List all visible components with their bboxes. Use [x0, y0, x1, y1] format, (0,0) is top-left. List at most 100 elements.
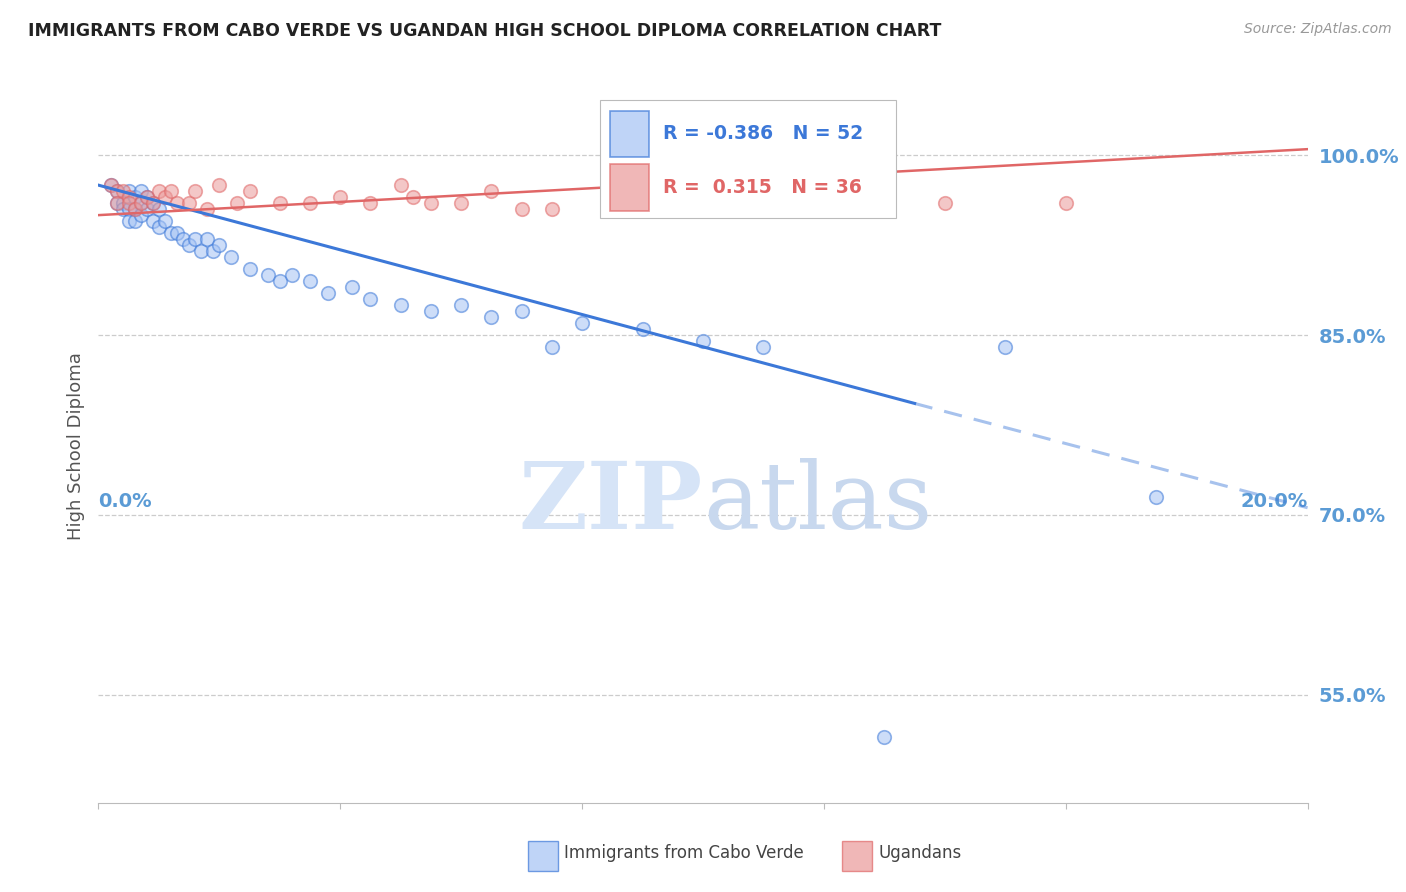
- Point: [1144, 490, 1167, 504]
- Text: Source: ZipAtlas.com: Source: ZipAtlas.com: [1244, 22, 1392, 37]
- Point: [239, 262, 262, 277]
- Point: [105, 184, 128, 198]
- Point: [160, 226, 183, 240]
- Point: [202, 244, 225, 259]
- Point: [208, 238, 231, 252]
- Point: [153, 190, 176, 204]
- Point: [299, 196, 322, 211]
- Point: [450, 298, 472, 312]
- Point: [118, 214, 141, 228]
- FancyBboxPatch shape: [610, 111, 648, 157]
- Point: [450, 196, 472, 211]
- Point: [111, 196, 134, 211]
- Point: [510, 202, 533, 216]
- Point: [239, 184, 262, 198]
- Point: [142, 214, 165, 228]
- Point: [226, 196, 249, 211]
- Point: [118, 184, 141, 198]
- Point: [402, 190, 425, 204]
- Point: [124, 214, 146, 228]
- Point: [118, 190, 141, 204]
- Point: [166, 196, 188, 211]
- Point: [190, 244, 212, 259]
- Point: [692, 334, 714, 348]
- Point: [135, 190, 157, 204]
- Point: [100, 178, 122, 193]
- Point: [934, 196, 956, 211]
- Point: [299, 274, 322, 288]
- Point: [221, 250, 243, 264]
- Point: [360, 196, 382, 211]
- Point: [419, 304, 441, 318]
- Point: [118, 196, 141, 211]
- Point: [100, 178, 122, 193]
- Point: [873, 730, 896, 744]
- Point: [111, 184, 134, 198]
- Point: [571, 316, 593, 330]
- Point: [329, 190, 352, 204]
- Point: [160, 184, 183, 198]
- FancyBboxPatch shape: [600, 100, 897, 218]
- Point: [177, 196, 201, 211]
- Point: [111, 202, 134, 216]
- Point: [135, 190, 157, 204]
- Point: [360, 292, 382, 306]
- Text: Immigrants from Cabo Verde: Immigrants from Cabo Verde: [564, 844, 804, 862]
- Point: [148, 202, 170, 216]
- Text: atlas: atlas: [703, 458, 932, 548]
- Point: [184, 232, 207, 246]
- Point: [105, 196, 128, 211]
- Text: R =  0.315   N = 36: R = 0.315 N = 36: [664, 178, 862, 197]
- Point: [1054, 196, 1077, 211]
- Point: [148, 184, 170, 198]
- Point: [316, 286, 339, 301]
- Point: [105, 184, 128, 198]
- Text: ZIP: ZIP: [519, 458, 703, 548]
- FancyBboxPatch shape: [610, 164, 648, 211]
- Point: [540, 202, 562, 216]
- Point: [813, 178, 835, 193]
- Point: [269, 196, 291, 211]
- Point: [177, 238, 201, 252]
- FancyBboxPatch shape: [842, 840, 872, 871]
- Text: Ugandans: Ugandans: [879, 844, 962, 862]
- Point: [269, 274, 291, 288]
- Point: [166, 226, 188, 240]
- Point: [540, 340, 562, 354]
- Point: [129, 196, 152, 211]
- Point: [129, 184, 152, 198]
- Y-axis label: High School Diploma: High School Diploma: [66, 352, 84, 540]
- Point: [195, 232, 218, 246]
- Point: [129, 196, 152, 211]
- Point: [510, 304, 533, 318]
- Point: [256, 268, 278, 282]
- Point: [124, 202, 146, 216]
- Point: [124, 190, 146, 204]
- Point: [184, 184, 207, 198]
- Point: [692, 184, 714, 198]
- Point: [631, 322, 654, 336]
- Point: [118, 202, 141, 216]
- Text: 20.0%: 20.0%: [1240, 492, 1308, 511]
- Point: [342, 280, 364, 294]
- Point: [389, 298, 412, 312]
- Point: [208, 178, 231, 193]
- FancyBboxPatch shape: [527, 840, 558, 871]
- Point: [105, 196, 128, 211]
- Point: [419, 196, 441, 211]
- Point: [135, 202, 157, 216]
- Point: [142, 196, 165, 211]
- Text: R = -0.386   N = 52: R = -0.386 N = 52: [664, 124, 863, 144]
- Point: [142, 196, 165, 211]
- Point: [124, 202, 146, 216]
- Point: [172, 232, 194, 246]
- Point: [994, 340, 1017, 354]
- Text: IMMIGRANTS FROM CABO VERDE VS UGANDAN HIGH SCHOOL DIPLOMA CORRELATION CHART: IMMIGRANTS FROM CABO VERDE VS UGANDAN HI…: [28, 22, 942, 40]
- Point: [129, 208, 152, 222]
- Point: [281, 268, 304, 282]
- Point: [153, 214, 176, 228]
- Point: [752, 340, 775, 354]
- Point: [195, 202, 218, 216]
- Point: [481, 184, 503, 198]
- Text: 0.0%: 0.0%: [98, 492, 152, 511]
